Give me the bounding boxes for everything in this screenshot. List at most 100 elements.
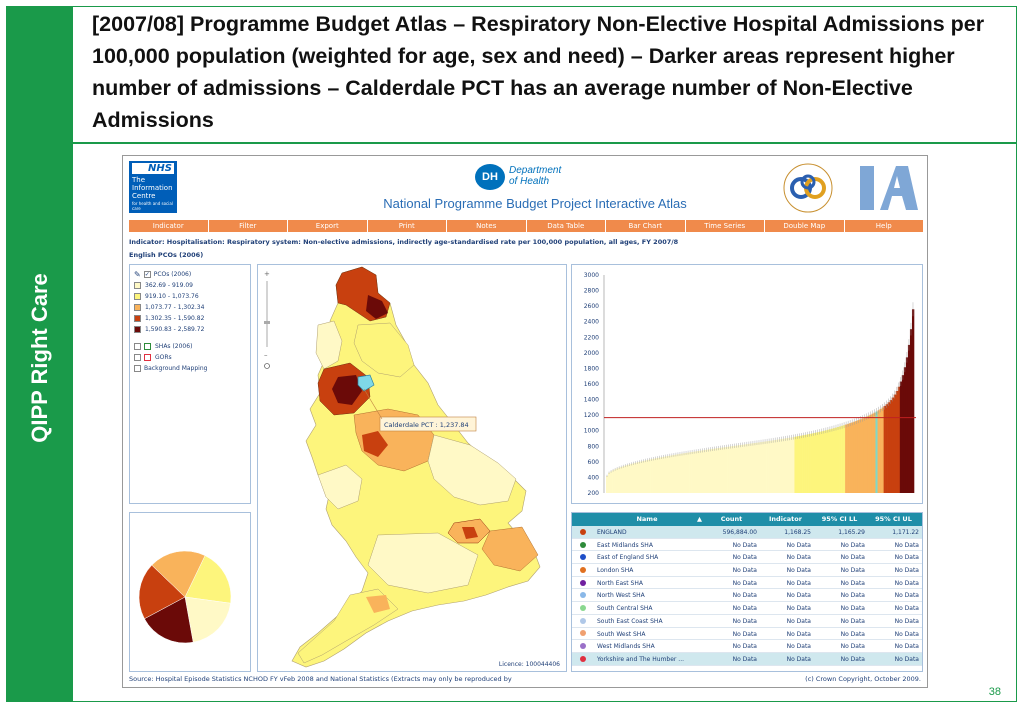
table-row[interactable]: North West SHA No Data No Data No Data No Da…	[572, 589, 922, 603]
cell-ul: 1,171.22	[892, 529, 919, 536]
legend-layer-background[interactable]: Background Mapping	[134, 363, 246, 373]
pie-slice-3	[144, 596, 194, 644]
pie-slice-2	[184, 596, 231, 643]
cell-indicator: No Data	[786, 605, 811, 613]
zoom-slider-handle[interactable]	[264, 321, 270, 324]
menu-filter[interactable]: Filter	[209, 220, 288, 232]
menu-indicator[interactable]: Indicator	[129, 220, 209, 232]
menu-double-map[interactable]: Double Map	[765, 220, 845, 232]
cell-count: No Data	[732, 554, 757, 562]
bar	[709, 449, 712, 493]
bar	[879, 408, 882, 493]
cell-name: ENGLAND	[597, 529, 627, 536]
background-checkbox[interactable]	[134, 364, 141, 372]
bar	[806, 434, 809, 493]
table-row[interactable]: South West SHA No Data No Data No Data No Da…	[572, 628, 922, 641]
cell-count: 596,884.00	[722, 529, 757, 536]
bar	[885, 404, 888, 493]
gors-checkbox[interactable]	[134, 353, 141, 361]
bar	[711, 448, 714, 493]
bar	[705, 449, 708, 493]
bar	[891, 397, 895, 493]
cell-ll: No Data	[840, 605, 865, 613]
table-row[interactable]: London SHA No Data No Data No Data No Data	[572, 564, 922, 577]
cell-count: No Data	[732, 579, 757, 587]
menu-bar-chart[interactable]: Bar Chart	[606, 220, 686, 232]
pencil-icon[interactable]: ✎	[134, 269, 141, 279]
table-row[interactable]: South Central SHA No Data No Data No Data No…	[572, 602, 922, 615]
header-indicator[interactable]: Indicator	[769, 515, 802, 523]
table-row[interactable]: East of England SHA No Data No Data No Data…	[572, 551, 922, 565]
shas-checkbox[interactable]	[134, 342, 141, 350]
atlas-copyright: (c) Crown Copyright, October 2009.	[805, 675, 921, 683]
zoom-in-icon[interactable]: +	[264, 270, 270, 278]
table-row[interactable]: West Midlands SHA No Data No Data No Data No…	[572, 640, 922, 653]
y-tick-label: 600	[588, 459, 600, 466]
bar	[727, 446, 730, 493]
map-panel[interactable]: + –	[257, 264, 567, 672]
cell-ll: No Data	[840, 541, 865, 549]
table-row[interactable]: South East Coast SHA No Data No Data No Dat…	[572, 615, 922, 628]
menu-export[interactable]: Export	[288, 220, 368, 232]
legend-classes: 362.69 - 919.09 919.10 - 1,073.76 1,073.77…	[134, 280, 246, 334]
legend-layer-pcos[interactable]: ✎ ✓ PCOs (2006)	[134, 269, 192, 279]
header-ci-ul[interactable]: 95% CI UL	[875, 515, 912, 523]
bar	[826, 429, 830, 493]
bar	[796, 436, 799, 493]
cell-count: No Data	[732, 655, 757, 663]
bar	[636, 462, 639, 493]
magnifier-icon[interactable]	[264, 363, 270, 369]
pie-slice-5	[151, 550, 206, 598]
y-tick-label: 2200	[584, 334, 599, 341]
legend-layer-gors[interactable]: GORs	[134, 352, 246, 362]
cell-name: South East Coast SHA	[597, 617, 663, 625]
table-row[interactable]: East Midlands SHA No Data No Data No Data No…	[572, 539, 922, 552]
bar-calderdale	[875, 411, 878, 493]
bar	[620, 466, 623, 493]
y-tick-label: 1000	[584, 428, 599, 435]
menu-help[interactable]: Help	[875, 222, 892, 230]
bar	[800, 435, 803, 493]
bar	[881, 407, 884, 493]
bar	[747, 443, 751, 493]
legend-swatch	[134, 303, 141, 311]
header-name[interactable]: Name ▲	[594, 513, 706, 526]
legend-layer-shas[interactable]: SHAs (2006)	[134, 341, 246, 351]
pie-slice-1	[184, 555, 232, 604]
menu-print[interactable]: Print	[368, 220, 447, 232]
table-row[interactable]: Yorkshire and The Humber ... No Data No Da…	[572, 652, 922, 666]
bar	[770, 440, 773, 493]
bar	[612, 470, 615, 493]
table-row[interactable]: ENGLAND 596,884.00 1,168.25 1,165.29 1,171.2…	[572, 526, 922, 539]
header-count[interactable]: Count	[720, 515, 743, 523]
menu-notes[interactable]: Notes	[447, 220, 527, 232]
slide-title: [2007/08] Programme Budget Atlas – Respi…	[92, 12, 985, 132]
bar	[691, 451, 694, 493]
bar	[832, 428, 836, 493]
bar	[867, 415, 870, 493]
map-zoom-tools[interactable]: + –	[262, 269, 272, 379]
menu-data-table[interactable]: Data Table	[527, 220, 606, 232]
row-color-dot-icon	[580, 617, 586, 624]
zoom-out-icon[interactable]: –	[264, 351, 268, 359]
legend-swatch	[134, 281, 141, 289]
bar	[731, 446, 734, 493]
bar	[751, 443, 755, 493]
bar	[802, 435, 805, 493]
menu-time-series[interactable]: Time Series	[686, 220, 765, 232]
header-ci-ll[interactable]: 95% CI LL	[821, 515, 858, 523]
bar	[725, 446, 728, 493]
bar	[618, 467, 621, 493]
bar	[713, 448, 716, 493]
bar	[624, 465, 627, 493]
bar	[911, 309, 915, 493]
cell-name: South West SHA	[597, 630, 646, 638]
pcos-checkbox[interactable]: ✓	[143, 270, 151, 278]
bar	[640, 461, 643, 493]
y-tick-label: 3000	[584, 272, 599, 279]
sort-ascending-icon[interactable]: ▲	[697, 515, 702, 523]
sidebar-label: QIPP Right Care	[26, 273, 52, 443]
table-row[interactable]: North East SHA No Data No Data No Data No Da…	[572, 577, 922, 590]
bar	[834, 427, 838, 493]
bar	[901, 375, 905, 493]
